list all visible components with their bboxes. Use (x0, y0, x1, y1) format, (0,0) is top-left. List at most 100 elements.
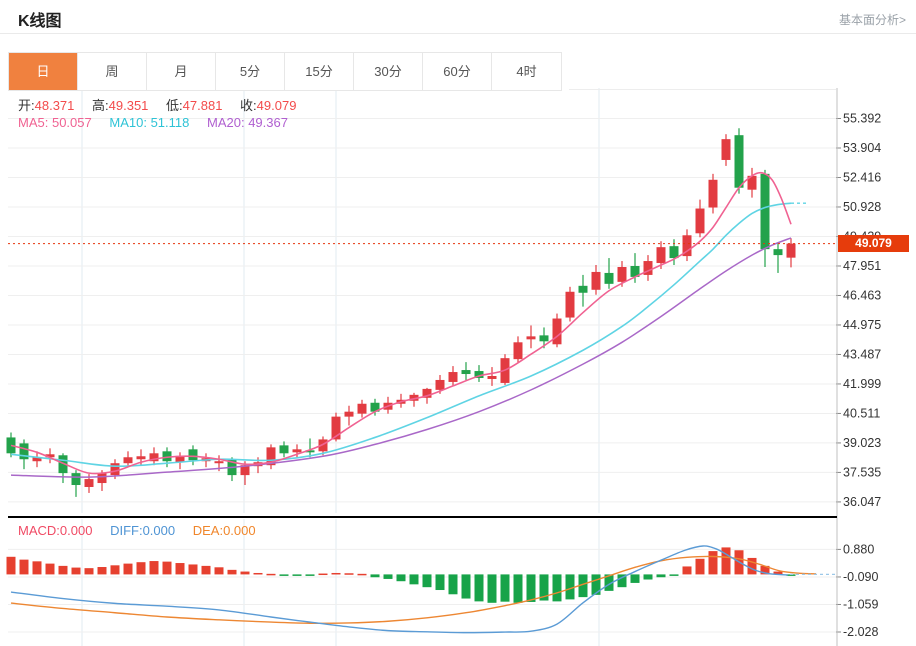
candle-body (305, 450, 315, 453)
candle-body (487, 376, 497, 379)
candle-body (760, 173, 770, 250)
macd-bar (58, 565, 68, 575)
candle-body (669, 246, 679, 259)
ma-legend: MA5: 50.057 MA10: 51.118 MA20: 49.367 (18, 115, 302, 130)
candle-body (695, 208, 705, 234)
candle-body (45, 454, 55, 458)
svg-text:40.511: 40.511 (843, 406, 880, 420)
macd-bar (682, 566, 692, 575)
macd-bar (292, 574, 302, 576)
svg-text:43.487: 43.487 (843, 347, 881, 361)
macd-bar (32, 561, 42, 575)
candle-body (97, 473, 107, 484)
macd-bar (656, 574, 666, 578)
tab-5min[interactable]: 5分 (216, 53, 285, 90)
macd-bar (695, 558, 705, 575)
ma10-line (10, 202, 792, 468)
ohlc-legend: 开:48.371 高:49.351 低:47.881 收:49.079 (18, 95, 310, 114)
svg-text:-0.090: -0.090 (843, 570, 878, 584)
macd-bar (747, 557, 757, 575)
macd-bar (110, 565, 120, 575)
ma5-line (10, 171, 792, 475)
candle-body (357, 403, 367, 414)
candle-body (214, 461, 224, 464)
candle-body (643, 261, 653, 275)
macd-bar (357, 573, 367, 576)
svg-text:46.463: 46.463 (843, 288, 881, 302)
candle-body (409, 394, 419, 401)
macd-bar (331, 572, 341, 575)
macd-bar (422, 574, 432, 588)
candle-body (240, 465, 250, 476)
macd-bar (305, 574, 315, 576)
macd-bar (474, 574, 484, 602)
candle-body (708, 179, 718, 208)
macd-bar (630, 574, 640, 583)
macd-bar (448, 574, 458, 595)
candle-body (617, 266, 627, 282)
macd-bar (409, 574, 419, 585)
svg-text:37.535: 37.535 (843, 465, 881, 479)
candle-body (318, 439, 328, 452)
tab-4hour[interactable]: 4时 (492, 53, 561, 90)
candle-body (604, 272, 614, 284)
candle-body (773, 249, 783, 256)
tab-30min[interactable]: 30分 (354, 53, 423, 90)
candle-body (279, 445, 289, 454)
candle-body (578, 285, 588, 293)
ma5-value: MA5: 50.057 (18, 115, 92, 130)
close-value: 收:49.079 (240, 98, 297, 113)
high-value: 高:49.351 (92, 98, 149, 113)
header-divider (0, 33, 916, 34)
fundamental-analysis-link[interactable]: 基本面分析> (838, 13, 906, 27)
candle-body (448, 372, 458, 382)
candle-body (747, 175, 757, 190)
macd-bar (201, 565, 211, 575)
macd-bar (19, 559, 29, 575)
candle-body (292, 449, 302, 453)
candle-body (565, 291, 575, 318)
macd-bar (84, 568, 94, 575)
candle-body (188, 449, 198, 461)
candle-body (149, 453, 159, 462)
candle-body (591, 271, 601, 290)
dea-line (10, 555, 817, 625)
macd-bar (578, 574, 588, 598)
candle-body (422, 388, 432, 398)
current-price-tag: 49.079 (838, 235, 909, 252)
tab-month[interactable]: 月 (147, 53, 216, 90)
candle-body (682, 235, 692, 257)
tab-day[interactable]: 日 (9, 53, 78, 90)
macd-bar (526, 574, 536, 602)
candle-body (721, 139, 731, 160)
price-gridlines (8, 118, 837, 503)
diff-value: DIFF:0.000 (110, 523, 176, 538)
candle-body (162, 451, 172, 462)
macd-bar (708, 551, 718, 575)
candle-body (656, 247, 666, 264)
page-title: K线图 (18, 13, 62, 30)
candle-body (136, 456, 146, 460)
macd-bar (513, 574, 523, 603)
candle-body (370, 402, 380, 412)
tab-60min[interactable]: 60分 (423, 53, 492, 90)
low-value: 低:47.881 (166, 98, 223, 113)
tab-week[interactable]: 周 (78, 53, 147, 90)
tab-15min[interactable]: 15分 (285, 53, 354, 90)
svg-text:47.951: 47.951 (843, 259, 881, 273)
macd-bar (565, 574, 575, 600)
candle-body (435, 379, 445, 390)
macd-bar (370, 574, 380, 578)
macd-bar (318, 573, 328, 576)
macd-bar (227, 569, 237, 575)
macd-bar (6, 556, 16, 575)
macd-bar (97, 567, 107, 575)
price-axis-labels: 55.39253.90452.41650.92849.43947.95146.4… (836, 112, 881, 509)
candle-body (344, 411, 354, 417)
ma10-value: MA10: 51.118 (109, 115, 190, 130)
macd-bar (240, 571, 250, 575)
candle-body (461, 370, 471, 375)
macd-bar (214, 567, 224, 575)
